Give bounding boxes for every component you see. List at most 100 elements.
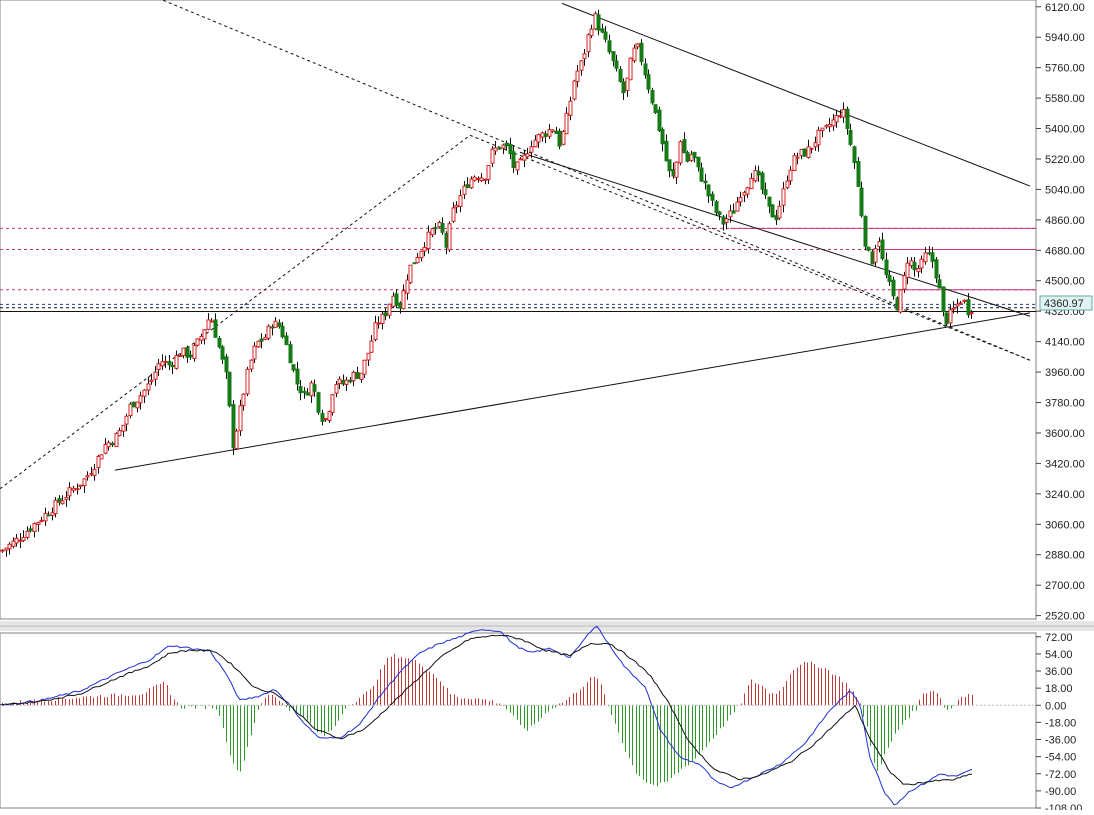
candle-down <box>884 259 889 276</box>
candle-down <box>664 140 669 162</box>
candle-up <box>561 131 566 145</box>
candle-up <box>426 231 431 250</box>
candle-up <box>369 340 374 353</box>
candle-down <box>944 312 949 325</box>
macd-axis: 72.00 54.00 36.00 18.00 0.00 -18.00 -36.00 -54.… <box>0 632 1082 815</box>
candle-down <box>213 319 218 338</box>
candle-down <box>937 279 942 289</box>
candle-up <box>785 180 790 189</box>
candle-up <box>536 134 541 143</box>
candle-down <box>660 128 665 145</box>
trendline <box>561 2 1031 187</box>
candle-up <box>515 161 520 171</box>
candle-down <box>46 514 51 517</box>
candle-up <box>128 403 133 417</box>
candle-down <box>760 172 765 190</box>
candle-down <box>614 60 619 69</box>
candle-up <box>67 487 72 497</box>
candle-down <box>696 156 701 168</box>
candle-up <box>969 311 974 314</box>
candle-down <box>966 299 971 316</box>
candle-up <box>550 129 555 133</box>
candle-up <box>430 228 435 236</box>
candle-down <box>185 346 190 358</box>
candle-up <box>330 394 335 413</box>
candle-down <box>699 167 704 182</box>
candle-up <box>841 108 846 118</box>
candle-down <box>284 335 289 346</box>
candle-down <box>703 180 708 184</box>
candle-up <box>635 43 640 48</box>
candle-up <box>373 322 378 340</box>
candle-down <box>845 108 850 130</box>
candle-up <box>486 165 491 180</box>
candle-up <box>323 418 328 421</box>
candle-down <box>603 31 608 40</box>
candle-down <box>355 372 360 379</box>
macd-tick-label: 54.00 <box>1045 649 1073 661</box>
macd-plot-border <box>0 632 1037 809</box>
candle-up <box>582 53 587 60</box>
candle-up <box>898 289 903 313</box>
candle-up <box>806 146 811 158</box>
candle-up <box>202 329 207 340</box>
candle-down <box>682 139 687 154</box>
candle-up <box>408 264 413 284</box>
candle-up <box>153 371 158 380</box>
candle-down <box>863 215 868 247</box>
price-panel[interactable]: 6120.00 5940.00 5760.00 5580.00 5400.00 5220.… <box>0 0 1093 623</box>
candle-up <box>43 512 48 522</box>
candle-up <box>149 379 154 383</box>
candle-up <box>39 519 44 522</box>
candle-up <box>380 313 385 325</box>
candle-down <box>934 259 939 279</box>
candle-down <box>170 364 175 368</box>
price-tick-label: 4680.00 <box>1045 245 1085 257</box>
price-tick-label: 4860.00 <box>1045 215 1085 227</box>
candle-up <box>916 268 921 273</box>
candle-down <box>653 104 658 113</box>
candle-down <box>508 144 513 155</box>
candle-down <box>295 368 300 385</box>
candle-up <box>245 368 250 395</box>
candle-up <box>359 372 364 381</box>
candle-down <box>941 286 946 313</box>
candle-down <box>217 338 222 348</box>
candle-down <box>277 322 282 327</box>
candle-up <box>490 148 495 164</box>
candle-down <box>731 210 736 214</box>
candle-up <box>96 455 101 468</box>
candle-up <box>99 454 104 460</box>
price-tick-label: 4140.00 <box>1045 337 1085 349</box>
candle-up <box>564 112 569 135</box>
candle-down <box>188 354 193 358</box>
candle-down <box>28 528 33 532</box>
candle-up <box>753 170 758 182</box>
macd-tick-label: -108.00 <box>1045 803 1082 810</box>
price-tick-label: 5400.00 <box>1045 124 1085 136</box>
candle-down <box>611 51 616 62</box>
candle-up <box>64 497 69 501</box>
price-tick-label: 4500.00 <box>1045 276 1085 288</box>
candle-up <box>493 147 498 152</box>
candle-down <box>291 364 296 371</box>
macd-panel[interactable]: 72.00 54.00 36.00 18.00 0.00 -18.00 -36.00 -54.… <box>0 625 1082 815</box>
price-tick-label: 3060.00 <box>1045 519 1085 531</box>
candle-up <box>533 139 538 148</box>
price-tick-label: 2700.00 <box>1045 580 1085 592</box>
candle-up <box>458 195 463 207</box>
candle-up <box>75 488 80 491</box>
candle-up <box>135 401 140 409</box>
candle-up <box>745 187 750 195</box>
candle-up <box>735 201 740 212</box>
candle-up <box>447 223 452 251</box>
candle-down <box>316 392 321 413</box>
candle-up <box>809 147 814 150</box>
candle-down <box>596 14 601 31</box>
macd-lines <box>0 625 973 806</box>
candle-down <box>543 133 548 137</box>
candle-up <box>92 468 97 476</box>
